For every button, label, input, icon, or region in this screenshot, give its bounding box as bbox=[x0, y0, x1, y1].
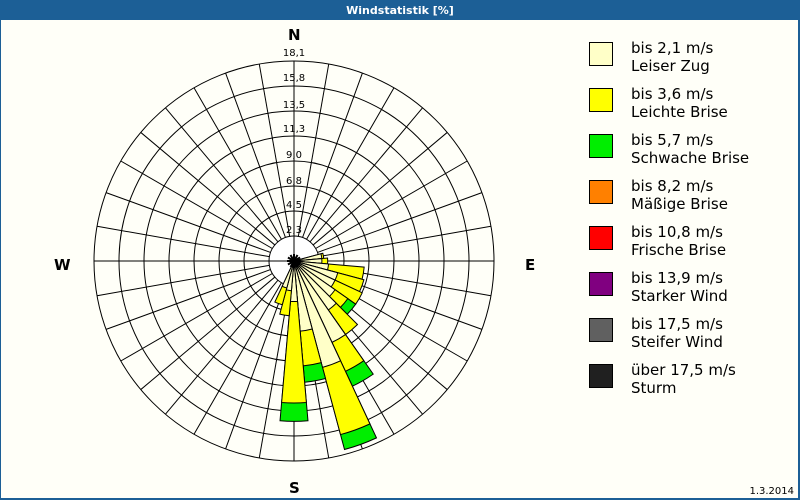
compass-east-label: E bbox=[525, 256, 536, 274]
grid-spoke bbox=[309, 107, 423, 243]
legend-name: Sturm bbox=[631, 379, 677, 397]
grid-spoke bbox=[193, 87, 282, 240]
legend-swatch bbox=[589, 134, 613, 158]
chart-panel bbox=[1, 20, 798, 498]
legend-name: Schwache Brise bbox=[631, 149, 750, 167]
radial-tick-label: 11,3 bbox=[283, 124, 305, 135]
grid-spoke bbox=[258, 63, 291, 237]
compass-north-label: N bbox=[288, 26, 301, 44]
grid-spoke bbox=[306, 87, 395, 240]
radial-tick-label: 18,1 bbox=[283, 48, 305, 59]
legend-label: bis 2,1 m/s Leiser Zug bbox=[631, 39, 713, 75]
legend-range: bis 8,2 m/s bbox=[631, 177, 714, 195]
grid-spoke bbox=[120, 160, 273, 249]
grid-spoke bbox=[225, 72, 286, 238]
legend-name: Leichte Brise bbox=[631, 103, 728, 121]
radial-tick-label: 13,5 bbox=[283, 100, 305, 111]
grid-spoke bbox=[297, 63, 330, 237]
compass-west-label: W bbox=[54, 256, 71, 274]
radial-tick-label: 4,5 bbox=[286, 200, 302, 211]
legend-swatch bbox=[589, 88, 613, 112]
legend-swatch bbox=[589, 226, 613, 250]
legend-range: bis 5,7 m/s bbox=[631, 131, 714, 149]
grid-spoke bbox=[105, 269, 271, 330]
legend-name: Starker Wind bbox=[631, 287, 728, 305]
legend-label: bis 3,6 m/s Leichte Brise bbox=[631, 85, 728, 121]
grid-spoke bbox=[105, 192, 271, 253]
legend-range: bis 10,8 m/s bbox=[631, 223, 723, 241]
grid-spoke bbox=[225, 284, 286, 450]
grid-spoke bbox=[96, 264, 270, 297]
legend-label: bis 17,5 m/s Steifer Wind bbox=[631, 315, 723, 351]
legend-range: über 17,5 m/s bbox=[631, 361, 736, 379]
legend-name: Mäßige Brise bbox=[631, 195, 728, 213]
legend-swatch bbox=[589, 272, 613, 296]
radial-tick-label: 6,8 bbox=[286, 176, 302, 187]
grid-spoke bbox=[140, 132, 276, 246]
grid-spoke bbox=[317, 192, 483, 253]
legend-swatch bbox=[589, 180, 613, 204]
grid-spoke bbox=[96, 225, 270, 258]
radial-tick-label: 15,8 bbox=[283, 73, 305, 84]
grid-spoke bbox=[302, 72, 363, 238]
legend-swatch bbox=[589, 318, 613, 342]
grid-spoke bbox=[312, 132, 448, 246]
legend-label: über 17,5 m/s Sturm bbox=[631, 361, 736, 397]
grid-spoke bbox=[165, 107, 279, 243]
legend-label: bis 5,7 m/s Schwache Brise bbox=[631, 131, 749, 167]
legend-label: bis 13,9 m/s Starker Wind bbox=[631, 269, 728, 305]
radial-tick-label: 2,3 bbox=[286, 225, 302, 236]
legend-range: bis 17,5 m/s bbox=[631, 315, 723, 333]
legend-swatch bbox=[589, 364, 613, 388]
legend-name: Frische Brise bbox=[631, 241, 727, 259]
grid-spoke bbox=[318, 225, 492, 258]
petal-segment bbox=[281, 260, 307, 404]
calm-marker bbox=[289, 254, 295, 262]
grid-spoke bbox=[315, 160, 468, 249]
legend-label: bis 10,8 m/s Frische Brise bbox=[631, 223, 726, 259]
date-label: 1.3.2014 bbox=[749, 486, 794, 497]
compass-south-label: S bbox=[289, 479, 300, 497]
legend-name: Leiser Zug bbox=[631, 57, 710, 75]
legend-range: bis 3,6 m/s bbox=[631, 85, 714, 103]
legend-range: bis 13,9 m/s bbox=[631, 269, 723, 287]
grid-spoke bbox=[120, 273, 273, 362]
legend-name: Steifer Wind bbox=[631, 333, 723, 351]
window-title: Windstatistik [%] bbox=[346, 4, 454, 17]
legend-swatch bbox=[589, 42, 613, 66]
radial-tick-label: 9,0 bbox=[286, 150, 302, 161]
grid-spoke bbox=[193, 282, 282, 435]
grid-spoke bbox=[140, 276, 276, 390]
petal-segment bbox=[281, 260, 295, 289]
legend-range: bis 2,1 m/s bbox=[631, 39, 714, 57]
legend-label: bis 8,2 m/s Mäßige Brise bbox=[631, 177, 728, 213]
grid-spoke bbox=[165, 279, 279, 415]
